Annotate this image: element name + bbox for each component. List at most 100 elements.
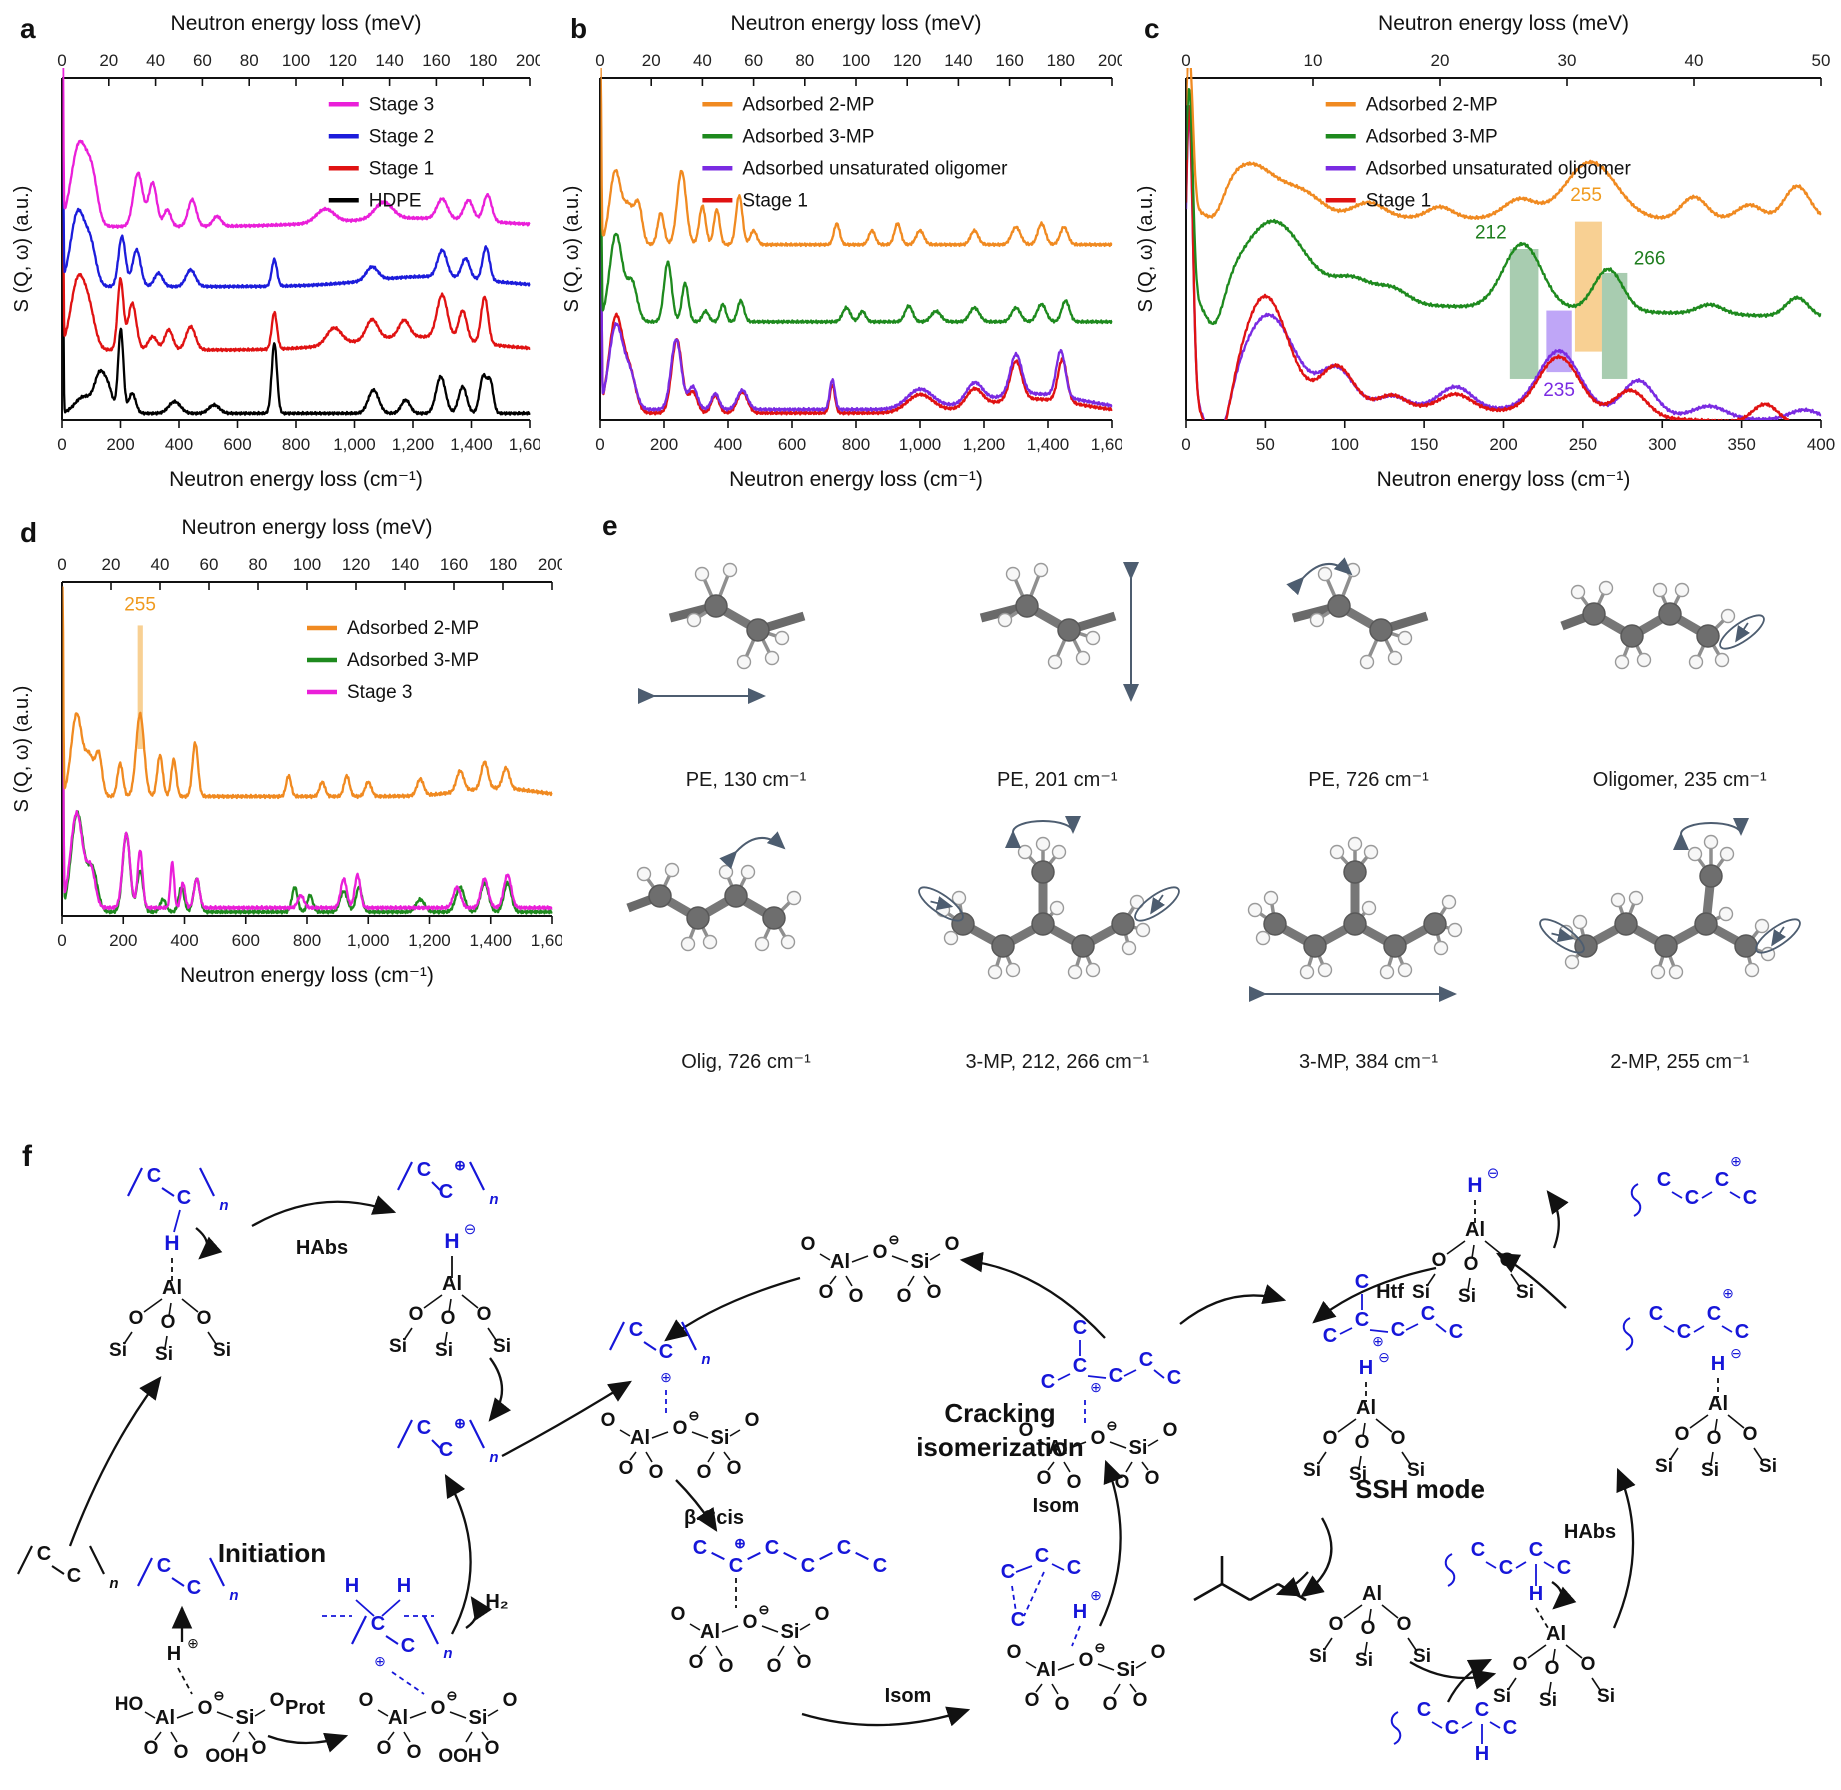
carbon-atom	[1582, 602, 1606, 626]
f-bond	[1153, 1369, 1165, 1379]
minus-charge: ⊖	[1107, 1418, 1118, 1433]
si-atom: Si	[155, 1344, 173, 1365]
f-label: H	[397, 1575, 411, 1597]
top-tick-label: 60	[200, 555, 219, 574]
al-atom: Al	[1546, 1623, 1566, 1645]
f-bond	[1671, 1191, 1683, 1199]
line	[1510, 1273, 1520, 1287]
molecule-card: 3-MP, 384 cm⁻¹	[1219, 796, 1519, 1074]
f-label: C	[1167, 1367, 1181, 1389]
carbon-atom	[1111, 912, 1135, 936]
panel-label-a: a	[20, 13, 36, 44]
line	[465, 1731, 473, 1743]
o-atom: O	[727, 1458, 742, 1479]
o-atom: O	[1675, 1424, 1690, 1445]
legend-label: Stage 1	[1366, 190, 1432, 211]
line	[793, 1645, 801, 1655]
c-atom: C	[659, 1341, 673, 1363]
f-label: C	[1109, 1365, 1123, 1387]
line	[487, 1709, 499, 1717]
line	[1069, 1441, 1087, 1449]
hydrogen-atom	[694, 566, 710, 582]
al-atom: Al	[162, 1277, 182, 1299]
o-atom: O	[927, 1282, 942, 1303]
bottom-tick-label: 1,400	[469, 931, 512, 950]
f-label: C	[1743, 1187, 1757, 1209]
si-atom: Si	[1539, 1690, 1557, 1711]
molecule-mp3	[1247, 836, 1462, 1002]
si-atom: Si	[1117, 1659, 1136, 1681]
top-tick-label: 80	[795, 51, 814, 70]
bottom-axis-title: Neutron energy loss (cm⁻¹)	[169, 468, 423, 491]
hydrogen-atom	[1006, 566, 1021, 582]
line	[1727, 1414, 1745, 1429]
reaction-arrow	[1546, 1190, 1569, 1249]
o-atom: O	[407, 1742, 422, 1763]
repeat-subscript: n	[229, 1587, 238, 1604]
chain-continues-squiggle	[1622, 1317, 1634, 1351]
o-atom: O	[797, 1652, 812, 1673]
f-bond	[1489, 1721, 1501, 1729]
top-tick-label: 60	[193, 51, 212, 70]
f-label: C	[1707, 1303, 1721, 1325]
top-tick-label: 0	[595, 51, 604, 70]
hydrogen-atom	[1433, 940, 1448, 956]
reaction-arrow	[664, 1276, 801, 1342]
f-bond	[1339, 1327, 1353, 1335]
bottom-tick-label: 1,200	[963, 435, 1006, 454]
bottom-tick-label: 400	[165, 435, 193, 454]
hydrogen-atom	[1122, 940, 1137, 956]
f-bond	[1515, 1561, 1527, 1569]
c-atom: C	[837, 1537, 851, 1559]
line	[449, 1711, 467, 1719]
carbon-atom	[724, 884, 748, 908]
bottom-tick-label: 250	[1569, 435, 1597, 454]
line	[448, 1298, 452, 1313]
f-label: C	[1355, 1309, 1369, 1331]
f-label: Prot	[285, 1697, 325, 1719]
bracket	[609, 1321, 625, 1351]
rotation-arrow-icon	[1005, 815, 1082, 849]
line	[645, 1451, 653, 1463]
reaction-arrow	[1312, 1266, 1437, 1324]
line	[1401, 1451, 1411, 1465]
bottom-axis-title: Neutron energy loss (cm⁻¹)	[1377, 468, 1631, 491]
f-bond	[1435, 1323, 1447, 1333]
top-tick-label: 20	[642, 51, 661, 70]
line	[1125, 1461, 1133, 1473]
f-label: Cracking	[944, 1398, 1055, 1428]
curve-hdpe	[62, 145, 531, 416]
chain-continues-squiggle	[1390, 1711, 1402, 1745]
line	[819, 1551, 833, 1561]
hydrogen-atom	[988, 964, 1003, 980]
bracket	[469, 1419, 485, 1449]
o-atom: O	[1513, 1654, 1528, 1675]
o-atom: O	[503, 1690, 518, 1711]
c-atom: C	[801, 1555, 815, 1577]
bottom-tick-label: 1,600	[531, 931, 562, 950]
minus-charge: ⊖	[759, 1602, 770, 1617]
line	[1527, 1644, 1547, 1659]
o-atom: O	[1361, 1618, 1376, 1639]
si-atom: Si	[1129, 1437, 1148, 1459]
hydrogen-atom	[1570, 584, 1585, 600]
f-label: C	[1503, 1717, 1517, 1739]
hydrogen-atom	[1688, 654, 1703, 670]
curve-oligomer	[600, 131, 1113, 412]
top-tick-label: 0	[57, 555, 66, 574]
c-atom: C	[187, 1577, 201, 1599]
reaction-arrow	[1495, 1252, 1567, 1309]
torsion-arrow-icon	[1734, 622, 1750, 643]
f-label: H	[1359, 1357, 1373, 1379]
top-tick-label: 80	[249, 555, 268, 574]
line	[799, 1623, 811, 1631]
line	[181, 1298, 199, 1313]
top-tick-label: 10	[1304, 51, 1323, 70]
f-label: H	[164, 1232, 179, 1255]
line	[161, 1187, 175, 1197]
o-atom: O	[477, 1304, 492, 1325]
si-atom: Si	[1597, 1686, 1615, 1707]
line	[444, 1331, 448, 1345]
legend-label: Adsorbed 2-MP	[1366, 94, 1498, 115]
f-bond	[173, 1209, 181, 1233]
